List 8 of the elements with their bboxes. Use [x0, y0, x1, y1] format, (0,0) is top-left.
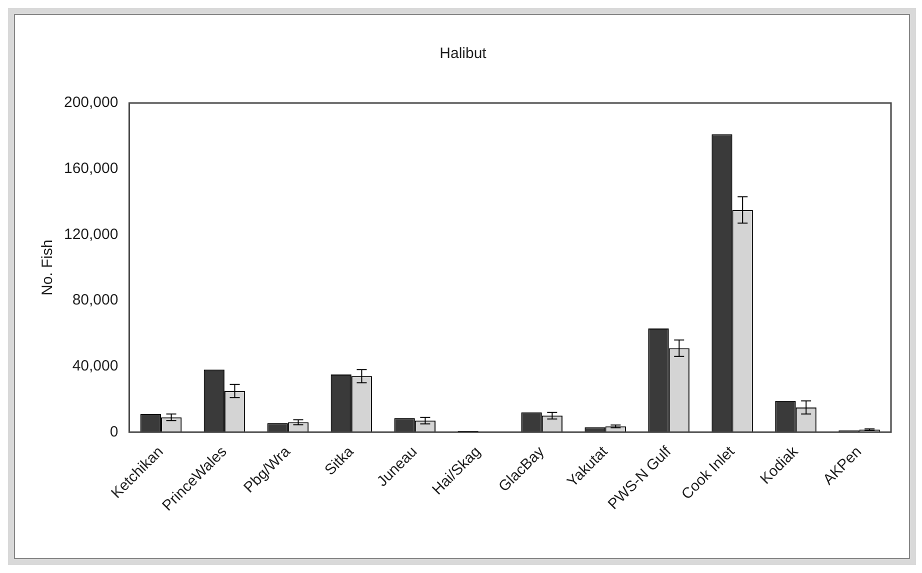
y-axis-title: No. Fish: [39, 240, 56, 296]
chart-title: Halibut: [440, 45, 488, 62]
y-tick-label: 80,000: [72, 292, 118, 309]
y-tick-label: 0: [110, 423, 118, 440]
y-tick-label: 40,000: [72, 357, 118, 374]
y-tick-label: 160,000: [64, 160, 118, 177]
y-tick-label: 200,000: [64, 94, 118, 112]
y-tick-label: 120,000: [64, 226, 118, 243]
